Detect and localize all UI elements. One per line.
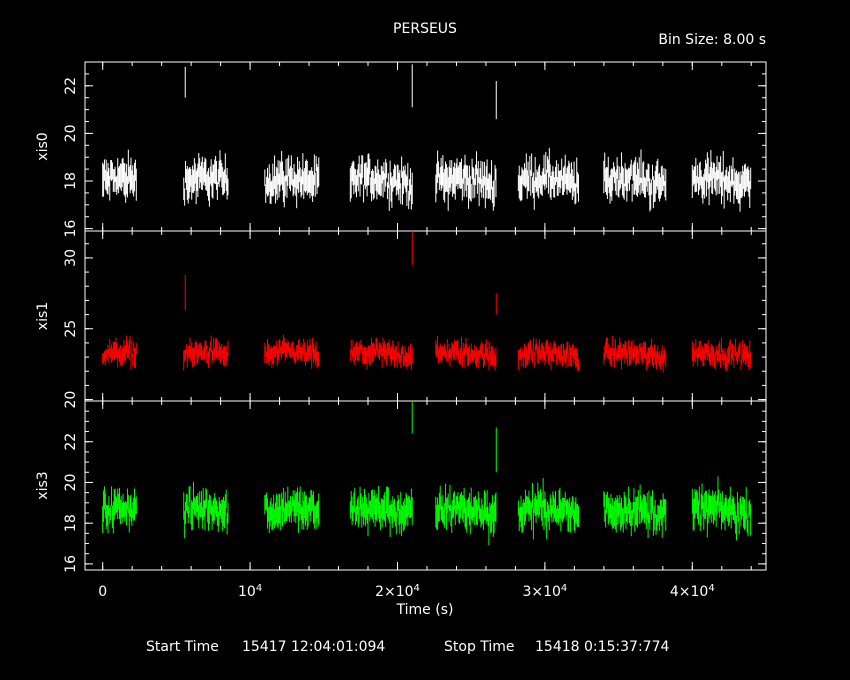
chart-title: PERSEUS xyxy=(393,21,457,37)
panel-frame-xis1 xyxy=(84,230,767,402)
footer-stop-label: Stop Time xyxy=(444,639,515,655)
y-tick-label-xis1: 25 xyxy=(63,320,79,338)
y-tick-label-xis3: 20 xyxy=(63,474,79,492)
x-tick-label: 0 xyxy=(98,584,107,600)
panel-frame-xis0 xyxy=(84,61,767,232)
x-tick-label: 4×104 xyxy=(670,583,715,601)
y-tick-label-xis3: 16 xyxy=(63,555,79,573)
panel-frame-xis3 xyxy=(84,400,767,571)
x-tick-label: 2×104 xyxy=(375,583,420,601)
y-tick-label-xis3: 22 xyxy=(63,433,79,451)
y-tick-label-xis0: 20 xyxy=(63,124,79,142)
y-tick-label-xis3: 18 xyxy=(63,514,79,532)
y-tick-label-xis0: 22 xyxy=(63,77,79,95)
footer-stop-value: 15418 0:15:37:774 xyxy=(535,639,669,655)
y-tick-label-xis0: 18 xyxy=(63,172,79,190)
x-tick-label: 3×104 xyxy=(522,583,567,601)
x-tick-label: 104 xyxy=(238,583,262,601)
x-axis-label: Time (s) xyxy=(396,602,454,618)
y-tick-label-xis0: 16 xyxy=(63,220,79,238)
panels-group: 16 18 20 22 xis0 20 25 30 xis1 16 18 20 22 xis3 0 104 2×… xyxy=(35,61,767,601)
y-tick-label-xis1: 20 xyxy=(63,391,79,409)
footer-start-value: 15417 12:04:01:094 xyxy=(242,639,385,655)
y-axis-label-xis3: xis3 xyxy=(35,471,51,499)
footer-start-label: Start Time xyxy=(146,639,219,655)
y-tick-label-xis1: 30 xyxy=(63,249,79,267)
bin-size-label: Bin Size: 8.00 s xyxy=(658,32,766,48)
y-axis-label-xis0: xis0 xyxy=(35,132,51,160)
y-axis-label-xis1: xis1 xyxy=(35,302,51,330)
